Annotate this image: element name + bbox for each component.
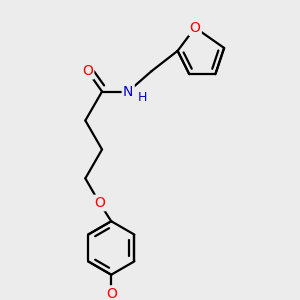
Text: N: N (123, 85, 134, 99)
Text: H: H (138, 91, 147, 104)
Text: O: O (190, 21, 200, 34)
Text: O: O (82, 64, 93, 78)
Text: O: O (94, 196, 105, 210)
Text: O: O (106, 286, 117, 300)
